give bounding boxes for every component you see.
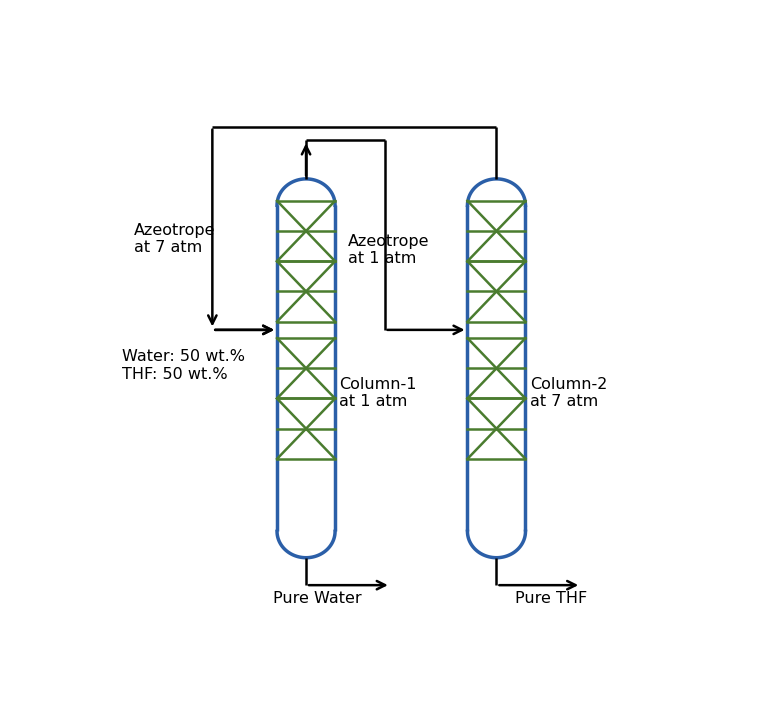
Text: Water: 50 wt.%
THF: 50 wt.%: Water: 50 wt.% THF: 50 wt.% <box>122 349 245 381</box>
Text: Column-2
at 7 atm: Column-2 at 7 atm <box>530 376 607 409</box>
Text: Pure THF: Pure THF <box>515 591 587 606</box>
Text: Azeotrope
at 7 atm: Azeotrope at 7 atm <box>134 223 215 255</box>
Text: Pure Water: Pure Water <box>273 591 361 606</box>
Text: Azeotrope
at 1 atm: Azeotrope at 1 atm <box>349 234 430 267</box>
Text: Column-1
at 1 atm: Column-1 at 1 atm <box>339 376 417 409</box>
